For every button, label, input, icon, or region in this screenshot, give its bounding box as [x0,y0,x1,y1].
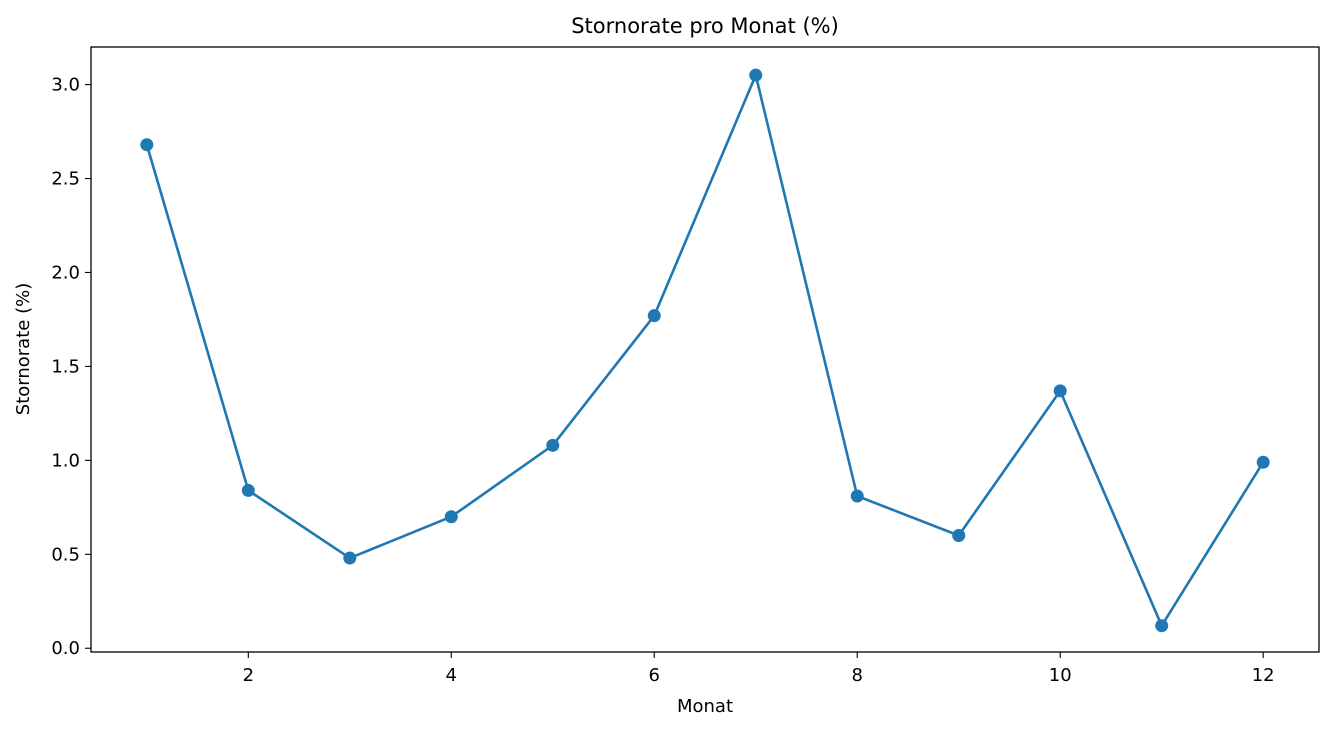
y-axis-label: Stornorate (%) [13,283,34,415]
data-point [647,309,661,323]
x-tick-label: 2 [243,665,254,686]
x-tick-label: 8 [852,665,863,686]
x-tick-label: 6 [649,665,660,686]
data-point [749,68,763,82]
data-point [241,483,255,497]
x-tick-label: 12 [1252,665,1275,686]
chart-title: Stornorate pro Monat (%) [571,14,839,38]
plot-frame [90,46,1320,653]
data-point [444,510,458,524]
data-point [546,438,560,452]
x-tick-label: 10 [1049,665,1072,686]
data-point [140,138,154,152]
data-point [343,551,357,565]
axes: 2 4 6 8 10 12 0.0 0.5 1.0 1.5 2.0 2.5 3.0 [51,46,1320,686]
data-point [952,529,966,543]
data-point [850,489,864,503]
y-tick-label: 3.0 [51,75,80,96]
y-tick-label: 0.5 [51,544,80,565]
x-axis-label: Monat [677,696,733,717]
data-point [1053,384,1067,398]
y-tick-label: 2.5 [51,169,80,190]
series-line [145,73,1265,628]
y-tick-label: 2.0 [51,262,80,283]
data-series [140,68,1270,633]
y-tick-label: 0.0 [51,638,80,659]
y-tick-label: 1.0 [51,450,80,471]
data-point [1155,619,1169,633]
x-tick-label: 4 [446,665,457,686]
data-point [1256,455,1270,469]
y-tick-label: 1.5 [51,356,80,377]
